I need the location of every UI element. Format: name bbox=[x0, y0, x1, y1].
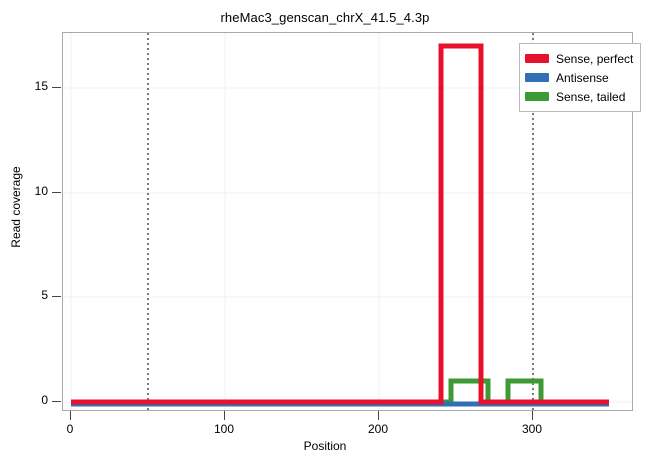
x-tick-100 bbox=[224, 411, 225, 420]
annotation-dotted-lines bbox=[147, 33, 534, 411]
x-tick-label-300-wrap: 300 bbox=[502, 422, 562, 438]
gridlines-vertical bbox=[70, 33, 534, 411]
y-axis-title: Read coverage bbox=[9, 166, 23, 248]
x-tick-label-200-wrap: 200 bbox=[348, 422, 408, 438]
legend-item-sense-tailed: Sense, tailed bbox=[525, 87, 634, 106]
plot-right-border bbox=[632, 32, 633, 410]
y-tick-label-15: 15 bbox=[34, 79, 48, 93]
x-tick-label-0-wrap: 0 bbox=[40, 422, 100, 438]
legend-item-antisense: Antisense bbox=[525, 68, 634, 87]
y-tick-label-0: 0 bbox=[41, 393, 48, 407]
y-tick-label-5-wrap: 5 bbox=[0, 288, 48, 312]
legend-label-sense-tailed: Sense, tailed bbox=[556, 89, 626, 104]
y-tick-0 bbox=[52, 401, 61, 402]
plot-canvas bbox=[63, 33, 633, 411]
x-tick-label-200: 200 bbox=[367, 422, 389, 436]
y-tick-label-0-wrap: 0 bbox=[0, 393, 48, 417]
y-tick-15 bbox=[52, 87, 61, 88]
x-tick-200 bbox=[378, 411, 379, 420]
x-axis-line bbox=[62, 410, 633, 411]
x-tick-label-300: 300 bbox=[521, 422, 543, 436]
x-tick-label-100: 100 bbox=[213, 422, 235, 436]
legend-label-antisense: Antisense bbox=[556, 70, 609, 85]
x-tick-label-0: 0 bbox=[66, 422, 74, 436]
legend-label-sense-perfect: Sense, perfect bbox=[556, 51, 634, 66]
y-tick-label-5: 5 bbox=[41, 288, 48, 302]
series-sense-tailed bbox=[71, 378, 609, 405]
y-tick-10 bbox=[52, 192, 61, 193]
chart-legend: Sense, perfect Antisense Sense, tailed bbox=[519, 43, 641, 112]
x-axis-title: Position bbox=[303, 439, 347, 453]
y-tick-label-15-wrap: 15 bbox=[0, 79, 48, 103]
legend-swatch-sense-perfect bbox=[525, 54, 549, 63]
series-sense-perfect bbox=[71, 43, 609, 405]
x-tick-0 bbox=[70, 411, 71, 420]
x-tick-label-100-wrap: 100 bbox=[194, 422, 254, 438]
y-tick-label-10-wrap: 10 bbox=[0, 184, 48, 208]
legend-item-sense-perfect: Sense, perfect bbox=[525, 49, 634, 68]
y-tick-5 bbox=[52, 296, 61, 297]
chart-title: rheMac3_genscan_chrX_41.5_4.3p bbox=[220, 10, 430, 25]
legend-swatch-antisense bbox=[525, 73, 549, 82]
x-tick-300 bbox=[532, 411, 533, 420]
legend-swatch-sense-tailed bbox=[525, 92, 549, 101]
y-tick-label-10: 10 bbox=[34, 184, 48, 198]
